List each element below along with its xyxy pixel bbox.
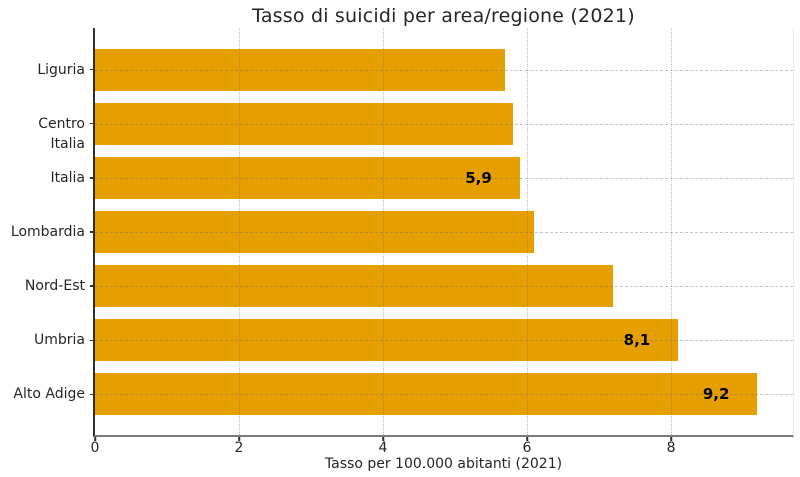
y-tick-mark: [90, 231, 95, 233]
bar-nord-est: [95, 265, 614, 308]
x-tick-label: 4: [378, 440, 388, 456]
y-tick-mark: [90, 68, 95, 71]
y-tick-mark: [90, 285, 95, 287]
y-tick-mark: [90, 393, 95, 396]
bar-lombardia: [95, 210, 535, 253]
y-tick-label: Italia: [50, 169, 85, 186]
vertical-gridline: [671, 28, 673, 435]
y-tick-label: Liguria: [37, 61, 85, 78]
x-tick-mark: [238, 437, 240, 441]
bar-value-label: 9,2: [702, 385, 730, 404]
y-tick-mark: [90, 339, 95, 341]
y-tick-label: Centro Italia: [38, 115, 85, 152]
bar-value-label: 8,1: [623, 331, 651, 350]
vertical-gridline: [527, 28, 529, 435]
horizontal-gridline: [95, 69, 793, 71]
bar-alto-adige: 9,2: [95, 373, 758, 416]
x-tick-mark: [526, 437, 528, 441]
y-tick-label: Nord-Est: [24, 278, 85, 295]
bar-umbria: 8,1: [95, 319, 679, 362]
y-tick-label: Umbria: [34, 332, 85, 349]
y-tick-label: Alto Adige: [13, 386, 85, 403]
x-tick-label: 0: [90, 440, 100, 456]
y-tick-mark: [90, 177, 95, 179]
y-tick-mark: [90, 122, 95, 125]
x-tick-label: 6: [522, 440, 532, 456]
horizontal-gridline: [95, 177, 793, 179]
y-tick-label: Lombardia: [10, 223, 85, 240]
horizontal-gridline: [95, 340, 793, 342]
x-tick-mark: [670, 437, 672, 441]
bar-value-label: 5,9: [465, 168, 492, 187]
x-tick-label: 2: [234, 440, 244, 456]
bar-liguria: [95, 48, 506, 91]
plot-area: 5,9 8,1 9,2: [93, 28, 794, 437]
vertical-gridline: [383, 28, 385, 435]
x-tick-mark: [382, 437, 384, 441]
vertical-gridline: [239, 28, 240, 435]
horizontal-gridline: [95, 123, 793, 125]
bar-centro-italia: [95, 102, 513, 145]
x-tick-mark: [94, 437, 96, 441]
x-tick-label: 8: [666, 440, 676, 456]
chart-title: Tasso di suicidi per area/regione (2021): [252, 5, 635, 27]
horizontal-gridline: [95, 394, 793, 396]
bar-italia: 5,9: [95, 156, 520, 199]
x-axis-title: Tasso per 100.000 abitanti (2021): [324, 456, 563, 472]
horizontal-gridline: [95, 231, 793, 233]
horizontal-gridline: [95, 286, 793, 288]
